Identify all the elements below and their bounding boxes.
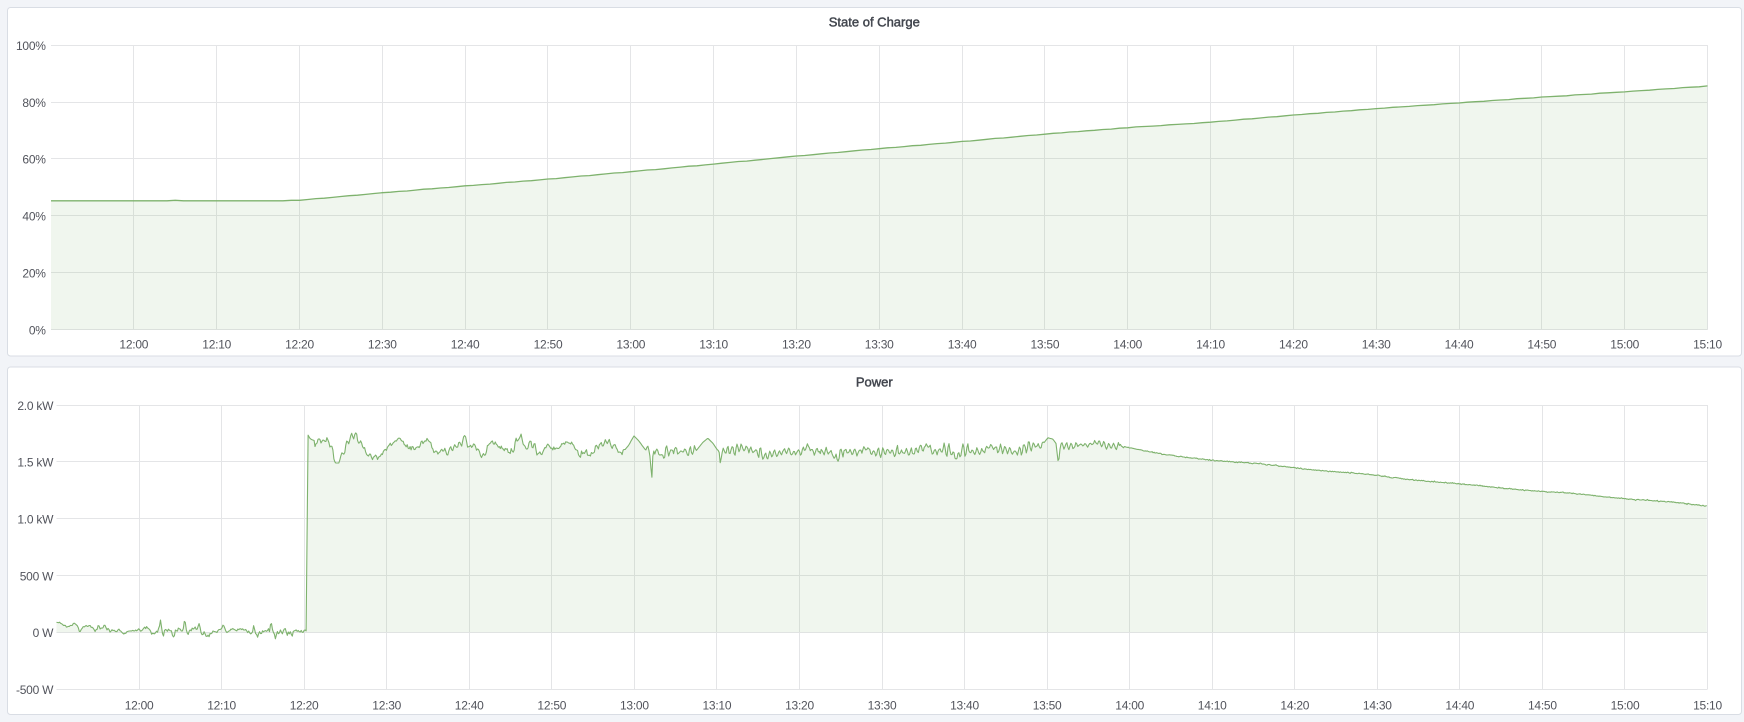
svg-text:40%: 40% [22, 210, 46, 224]
svg-text:13:50: 13:50 [1033, 698, 1062, 712]
svg-text:14:10: 14:10 [1196, 338, 1225, 352]
svg-text:20%: 20% [22, 267, 46, 281]
svg-text:13:30: 13:30 [865, 338, 894, 352]
svg-text:12:40: 12:40 [451, 338, 480, 352]
svg-text:12:50: 12:50 [537, 698, 566, 712]
svg-text:13:00: 13:00 [616, 338, 645, 352]
svg-text:0 W: 0 W [33, 626, 55, 640]
svg-text:15:00: 15:00 [1610, 338, 1639, 352]
svg-text:12:10: 12:10 [202, 338, 231, 352]
svg-text:12:40: 12:40 [455, 698, 484, 712]
svg-text:500 W: 500 W [20, 569, 54, 583]
svg-text:100%: 100% [16, 39, 46, 53]
svg-text:12:00: 12:00 [125, 698, 154, 712]
svg-text:14:20: 14:20 [1279, 338, 1308, 352]
svg-text:14:00: 14:00 [1115, 698, 1144, 712]
svg-text:14:00: 14:00 [1113, 338, 1142, 352]
svg-text:12:50: 12:50 [534, 338, 563, 352]
svg-text:13:30: 13:30 [868, 698, 897, 712]
svg-text:13:10: 13:10 [699, 338, 728, 352]
svg-text:14:50: 14:50 [1528, 698, 1557, 712]
svg-text:12:20: 12:20 [285, 338, 314, 352]
svg-text:14:30: 14:30 [1363, 698, 1392, 712]
svg-text:-500 W: -500 W [16, 683, 54, 697]
svg-text:12:00: 12:00 [119, 338, 148, 352]
svg-text:15:00: 15:00 [1611, 698, 1640, 712]
svg-text:80%: 80% [22, 96, 46, 110]
svg-text:1.5 kW: 1.5 kW [17, 456, 54, 470]
svg-text:0%: 0% [29, 324, 46, 338]
svg-text:2.0 kW: 2.0 kW [17, 399, 54, 413]
svg-text:12:10: 12:10 [207, 698, 236, 712]
svg-text:13:20: 13:20 [785, 698, 814, 712]
svg-text:14:20: 14:20 [1280, 698, 1309, 712]
svg-text:60%: 60% [22, 153, 46, 167]
svg-text:14:10: 14:10 [1198, 698, 1227, 712]
svg-text:13:10: 13:10 [703, 698, 732, 712]
svg-text:14:50: 14:50 [1527, 338, 1556, 352]
svg-text:12:30: 12:30 [372, 698, 401, 712]
svg-text:1.0 kW: 1.0 kW [17, 513, 54, 527]
svg-text:Power: Power [856, 375, 894, 390]
svg-text:State of Charge: State of Charge [829, 15, 920, 30]
svg-text:12:30: 12:30 [368, 338, 397, 352]
svg-text:15:10: 15:10 [1693, 338, 1722, 352]
svg-text:13:20: 13:20 [782, 338, 811, 352]
svg-text:15:10: 15:10 [1693, 698, 1722, 712]
svg-text:12:20: 12:20 [290, 698, 319, 712]
svg-text:14:30: 14:30 [1362, 338, 1391, 352]
svg-text:13:40: 13:40 [948, 338, 977, 352]
svg-text:13:50: 13:50 [1031, 338, 1060, 352]
svg-text:13:40: 13:40 [950, 698, 979, 712]
svg-text:14:40: 14:40 [1445, 338, 1474, 352]
svg-text:14:40: 14:40 [1445, 698, 1474, 712]
svg-text:13:00: 13:00 [620, 698, 649, 712]
